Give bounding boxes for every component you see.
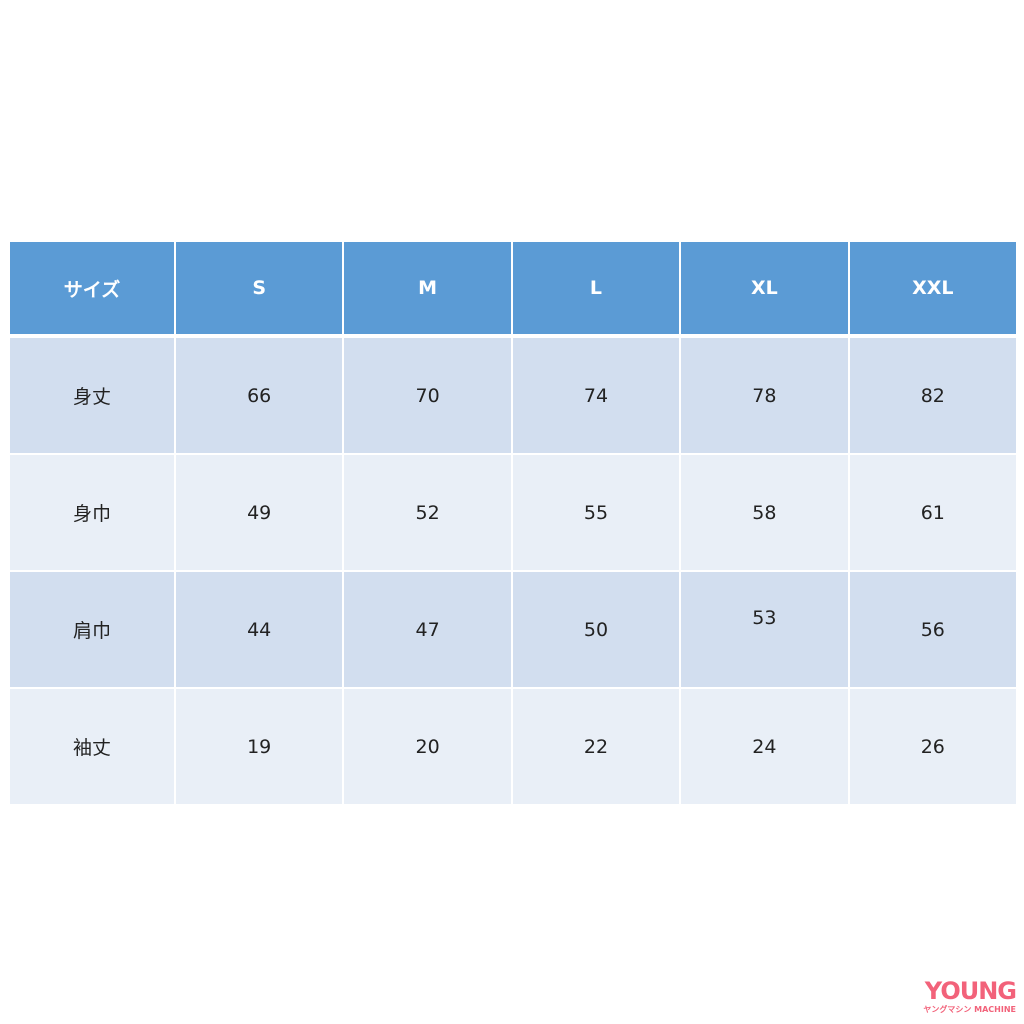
cell-text: 53 <box>752 606 777 629</box>
table-cell: 26 <box>847 687 1019 806</box>
header-cell: XL <box>679 240 850 338</box>
table-cell: 49 <box>173 453 345 572</box>
size-table: サイズ S M L XL XXL 身丈 66 70 74 78 82 身巾 49… <box>10 240 1019 806</box>
table-cell: 78 <box>679 335 850 455</box>
table-row: 肩巾 44 47 50 53 56 <box>10 570 1019 689</box>
table-cell: 82 <box>847 335 1019 455</box>
table-cell: 53 <box>679 570 850 689</box>
row-label: 身丈 <box>10 335 176 455</box>
logo-sub-kana: ヤングマシン <box>923 1005 972 1014</box>
table-cell: 58 <box>679 453 850 572</box>
table-row: 身巾 49 52 55 58 61 <box>10 453 1019 572</box>
row-label: 袖丈 <box>10 687 176 806</box>
table-cell: 70 <box>342 335 513 455</box>
table-cell: 74 <box>510 335 682 455</box>
logo-sub-text: MACHINE <box>974 1005 1016 1014</box>
logo-main: YOUNG <box>924 977 1017 1005</box>
table-cell: 56 <box>847 570 1019 689</box>
header-row: サイズ S M L XL XXL <box>10 240 1019 338</box>
table-cell: 20 <box>342 687 513 806</box>
logo-sub: ヤングマシン MACHINE <box>923 1004 1016 1015</box>
table-row: 身丈 66 70 74 78 82 <box>10 335 1019 455</box>
header-cell: S <box>173 240 345 338</box>
table-cell: 22 <box>510 687 682 806</box>
table-cell: 24 <box>679 687 850 806</box>
table-cell: 61 <box>847 453 1019 572</box>
table-cell: 19 <box>173 687 345 806</box>
table-cell: 50 <box>510 570 682 689</box>
header-cell: XXL <box>847 240 1019 338</box>
table-cell: 55 <box>510 453 682 572</box>
young-machine-logo: YOUNG ヤングマシン MACHINE <box>923 977 1017 1015</box>
table-row: 袖丈 19 20 22 24 26 <box>10 687 1019 806</box>
table-cell: 47 <box>342 570 513 689</box>
table-cell: 66 <box>173 335 345 455</box>
row-label: 身巾 <box>10 453 176 572</box>
row-label: 肩巾 <box>10 570 176 689</box>
table-cell: 52 <box>342 453 513 572</box>
header-cell: L <box>510 240 682 338</box>
header-cell: M <box>342 240 513 338</box>
table-cell: 44 <box>173 570 345 689</box>
header-cell: サイズ <box>10 240 176 338</box>
